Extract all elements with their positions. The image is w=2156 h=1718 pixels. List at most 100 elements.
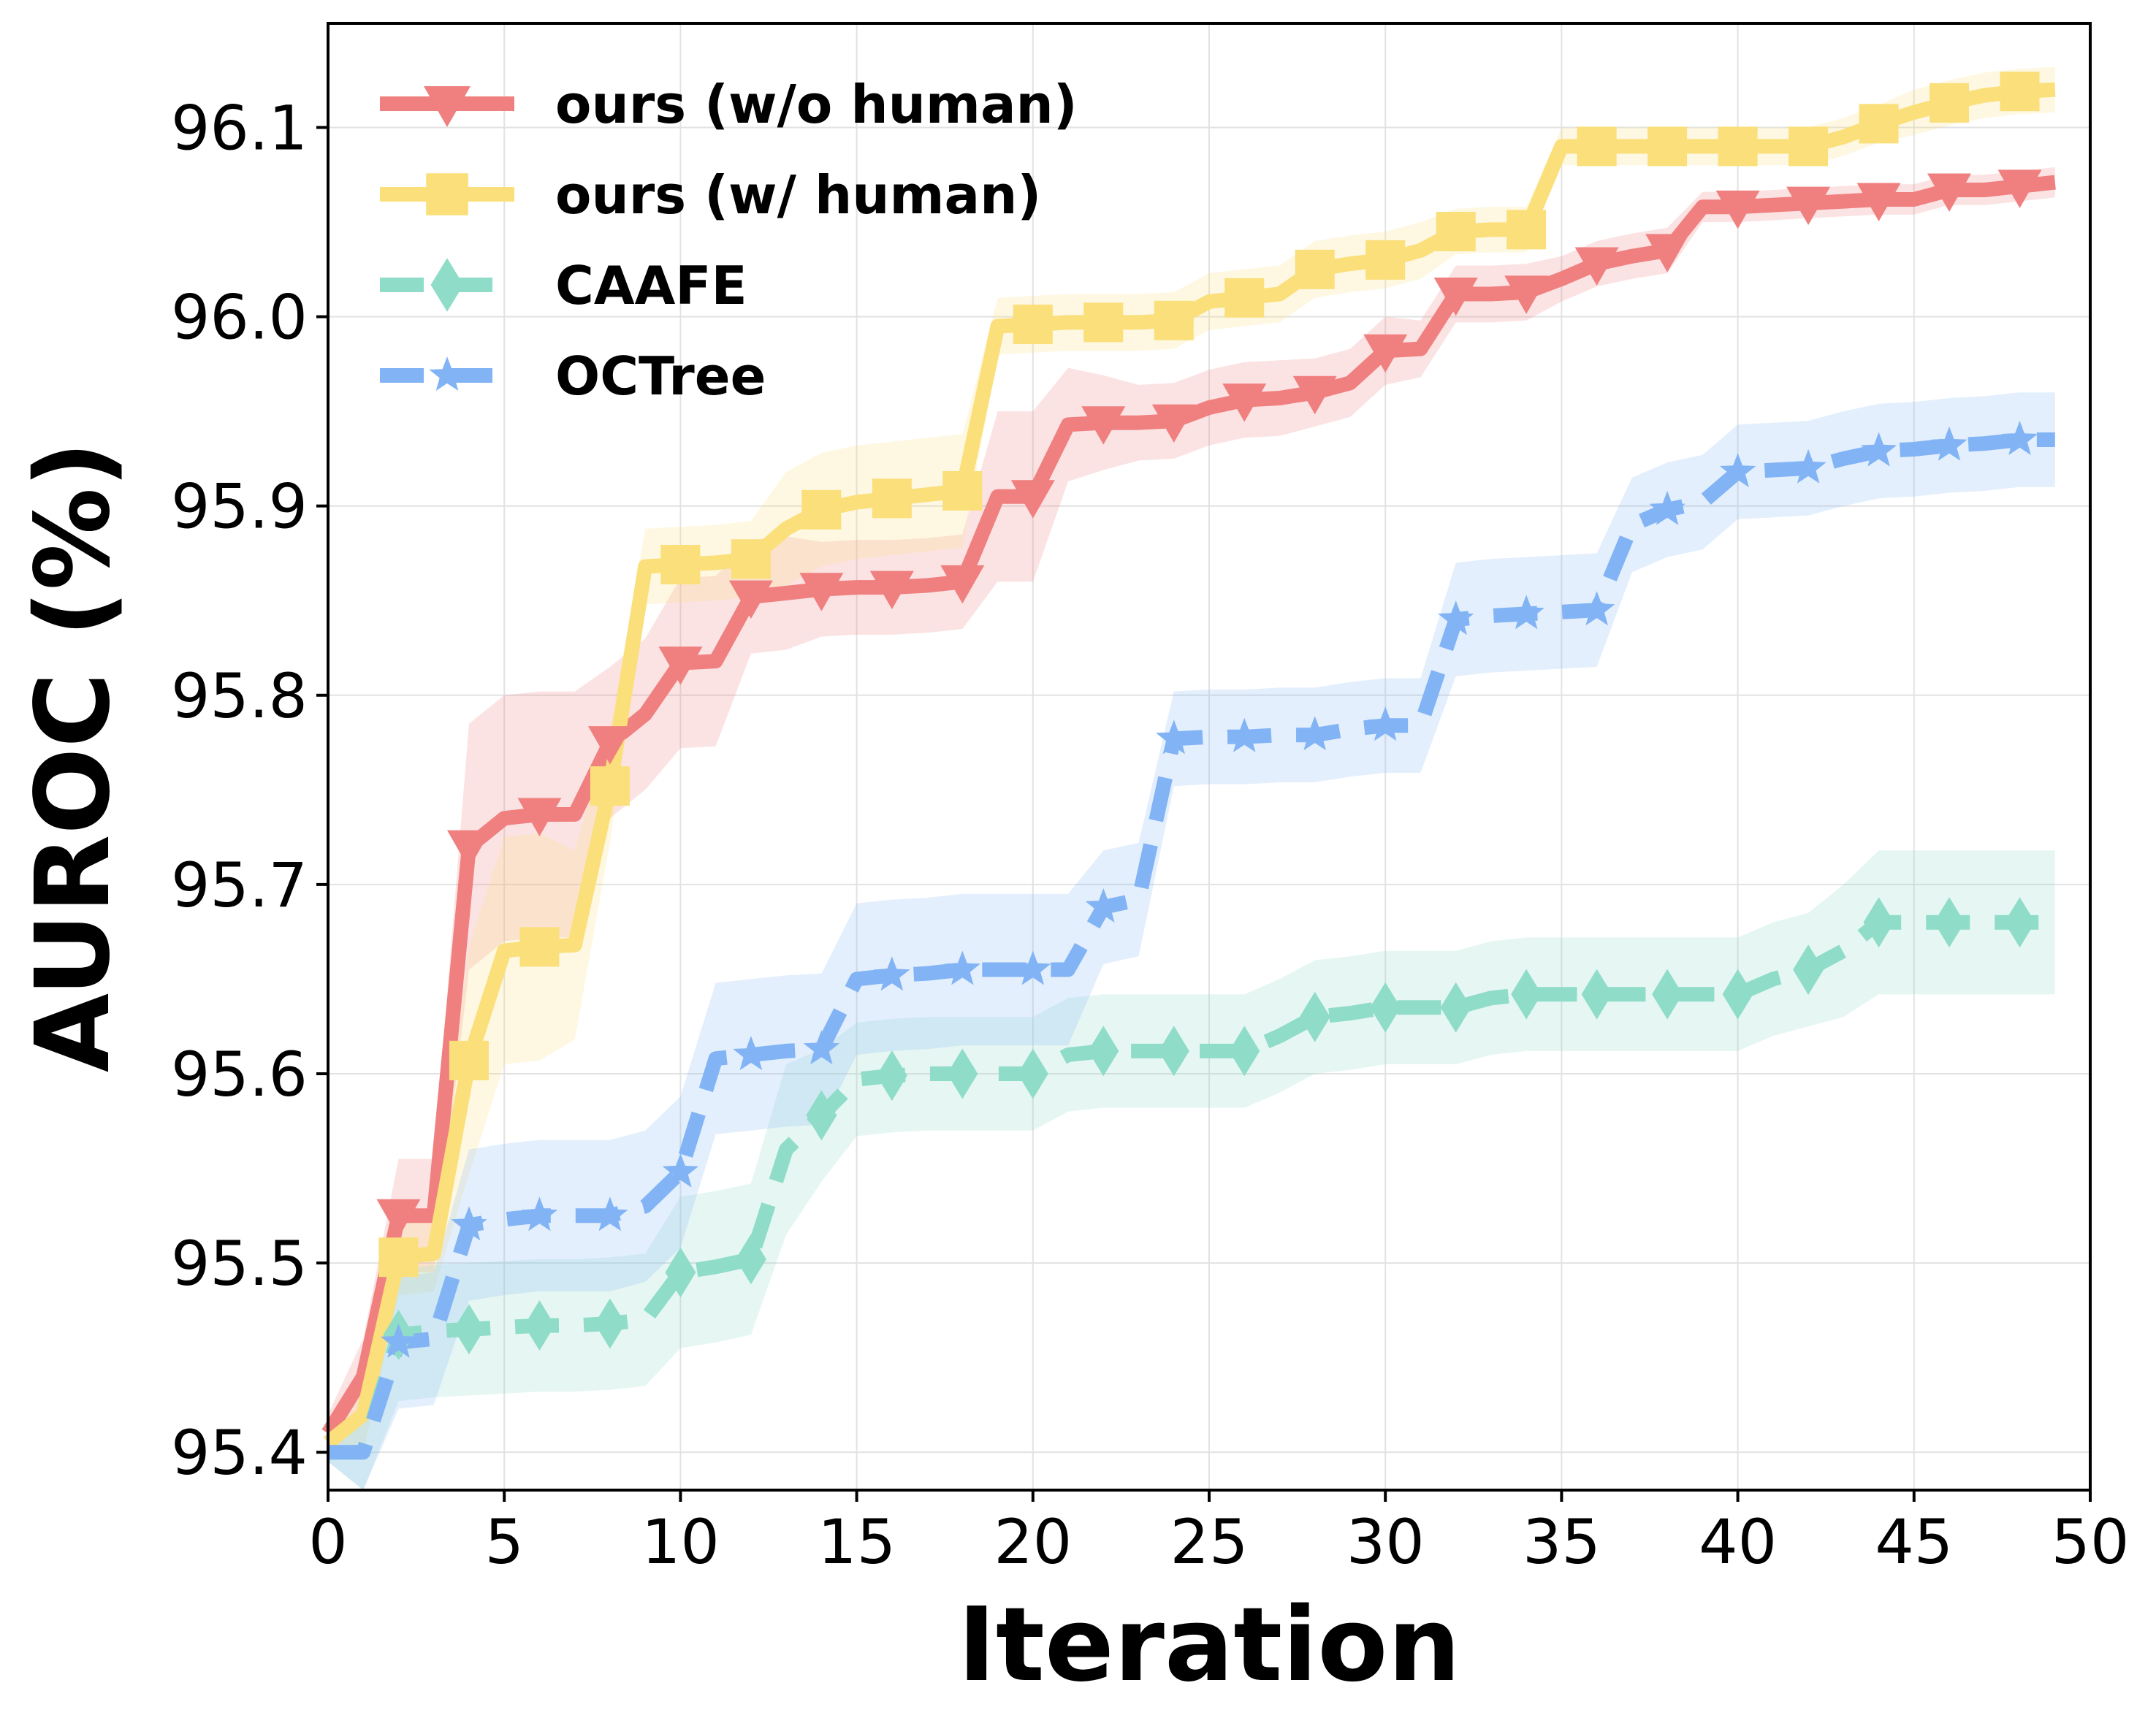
marker-point [1154, 300, 1194, 340]
y-tick-label: 96.1 [171, 93, 308, 164]
marker-point [1578, 591, 1615, 626]
y-tick-label: 95.9 [171, 471, 308, 543]
marker-point [733, 1036, 769, 1071]
marker-point [1365, 240, 1406, 280]
marker-point [1860, 432, 1897, 467]
x-axis-ticks: 0 5 10 15 20 25 30 35 40 45 50 [308, 1490, 2129, 1578]
marker-point [1504, 275, 1549, 314]
legend-marker [426, 173, 468, 215]
marker-point [1158, 1026, 1189, 1077]
y-axis-ticks: 95.4 95.5 95.6 95.7 95.8 95.9 96.0 96.1 [171, 93, 328, 1489]
marker-point [1433, 278, 1478, 316]
marker-point [1440, 982, 1471, 1033]
marker-point [1292, 375, 1337, 415]
marker-point [803, 1030, 840, 1065]
marker-point [1649, 490, 1685, 525]
marker-point [1511, 969, 1542, 1020]
marker-point [1224, 278, 1265, 318]
marker-point [1719, 453, 1756, 488]
marker-point [1295, 249, 1335, 289]
marker-point [947, 1048, 978, 1099]
legend-label: OCTree [555, 345, 766, 407]
marker-point [662, 1153, 699, 1188]
marker-point [728, 580, 773, 619]
x-tick-label: 10 [641, 1506, 720, 1578]
marker-point [1645, 234, 1690, 272]
marker-point [940, 565, 985, 604]
marker-point [735, 1234, 766, 1285]
x-tick-label: 25 [1170, 1506, 1249, 1578]
marker-point [592, 1196, 628, 1232]
marker-point [376, 1199, 421, 1238]
series-markers [376, 72, 2042, 1361]
y-tick-label: 95.6 [171, 1039, 308, 1110]
marker-point [1856, 183, 1901, 221]
marker-point [378, 1237, 419, 1278]
marker-point [801, 489, 842, 530]
legend: ours (w/o human) ours (w/ human) CAAFE OCTr… [380, 74, 1078, 407]
marker-point [1010, 480, 1055, 519]
marker-point [449, 1040, 489, 1080]
y-tick-label: 95.5 [171, 1228, 308, 1299]
y-tick-label: 95.8 [171, 660, 308, 732]
marker-point [731, 539, 771, 579]
marker-point [2000, 72, 2040, 112]
marker-point [1085, 888, 1121, 923]
marker-point [2001, 421, 2038, 455]
marker-point [869, 570, 914, 610]
marker-point [658, 646, 703, 685]
marker-point [1013, 304, 1053, 344]
marker-point [590, 766, 630, 806]
legend-marker [429, 356, 465, 391]
marker-point [594, 1298, 625, 1349]
marker-point [1506, 210, 1547, 250]
marker-point [1081, 406, 1126, 445]
legend-label: ours (w/ human) [555, 164, 1041, 226]
marker-point [453, 1304, 484, 1355]
marker-point [1648, 126, 1688, 167]
marker-point [876, 1050, 907, 1102]
marker-point [380, 1323, 417, 1358]
marker-point [1715, 190, 1760, 229]
marker-point [1652, 969, 1683, 1020]
marker-point [1930, 83, 1970, 123]
marker-point [1299, 991, 1330, 1042]
x-tick-label: 5 [484, 1506, 523, 1578]
marker-point [1015, 950, 1051, 985]
marker-point [446, 830, 491, 869]
legend-label: ours (w/o human) [555, 74, 1078, 135]
marker-point [1718, 126, 1758, 167]
marker-point [944, 950, 980, 985]
marker-point [1436, 212, 1476, 252]
marker-point [1367, 706, 1403, 741]
x-tick-label: 15 [818, 1506, 896, 1578]
marker-point [1931, 426, 1968, 461]
y-tick-label: 96.0 [171, 282, 308, 354]
marker-point [587, 726, 632, 765]
legend-marker [424, 86, 471, 127]
band-series-0 [328, 167, 2055, 1453]
marker-point [521, 1196, 558, 1232]
x-axis-title: Iteration [958, 1586, 1460, 1705]
marker-point [1508, 595, 1544, 630]
y-tick-label: 95.7 [171, 850, 308, 921]
marker-point [1363, 334, 1408, 373]
marker-point [524, 1300, 555, 1351]
marker-point [806, 1090, 837, 1141]
marker-point [872, 478, 912, 519]
marker-point [1793, 944, 1824, 995]
marker-point [1222, 383, 1267, 422]
marker-point [1017, 1048, 1048, 1099]
marker-point [1370, 982, 1401, 1033]
marker-point [1577, 126, 1617, 167]
marker-point [2004, 897, 2035, 948]
band-series-2 [328, 850, 2055, 1490]
marker-point [1574, 247, 1619, 286]
marker-point [1229, 1026, 1260, 1077]
y-tick-label: 95.4 [171, 1417, 308, 1489]
marker-point [1927, 173, 1972, 213]
confidence-bands [328, 66, 2055, 1491]
x-tick-label: 30 [1346, 1506, 1425, 1578]
